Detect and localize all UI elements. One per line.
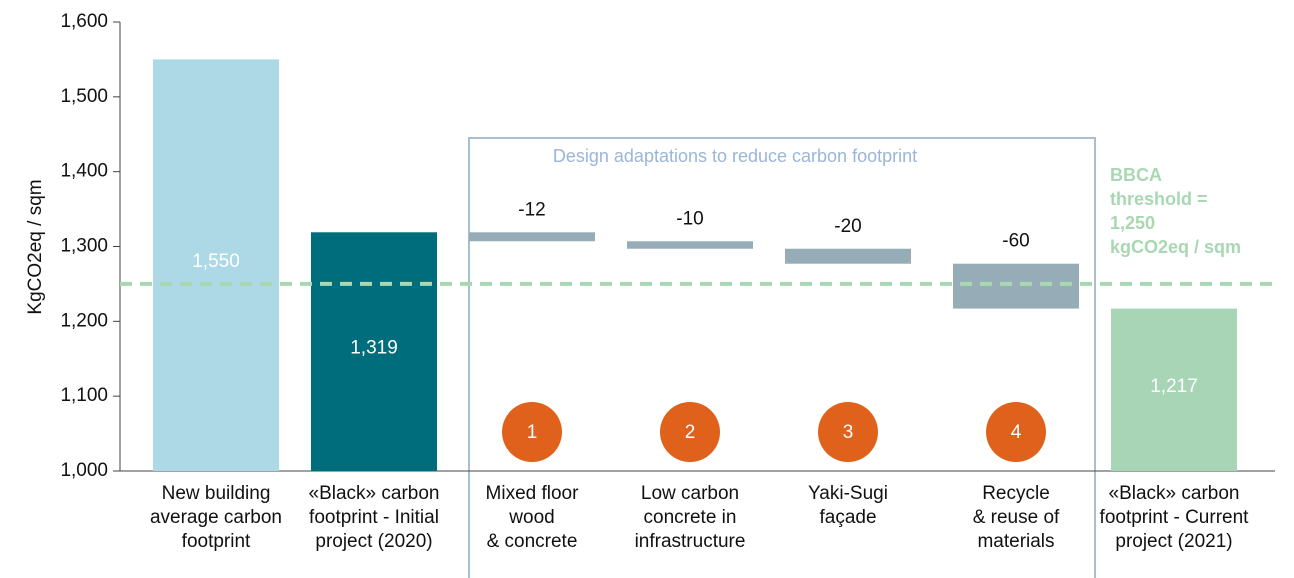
- bar: [627, 241, 753, 249]
- bar: [153, 59, 279, 472]
- threshold-label: BBCA threshold = 1,250 kgCO2eq / sqm: [1110, 165, 1242, 257]
- y-axis-label: KgCO2eq / sqm: [25, 179, 46, 314]
- x-tick-label: Recycle & reuse of materials: [972, 483, 1060, 552]
- data-label: 1,319: [350, 338, 398, 359]
- y-tick-label: 1,200: [60, 310, 108, 331]
- x-tick-label: Low carbon concrete in infrastructure: [634, 483, 746, 552]
- bar: [311, 232, 437, 471]
- badge-label: 4: [1011, 422, 1022, 443]
- x-tick-label: Mixed floor wood & concrete: [485, 483, 579, 552]
- badge-label: 3: [843, 422, 854, 443]
- y-tick-label: 1,000: [60, 460, 108, 481]
- badge-label: 2: [685, 422, 696, 443]
- y-tick-label: 1,600: [60, 11, 108, 32]
- bar: [785, 248, 911, 264]
- bar: [469, 232, 595, 242]
- badge: [660, 402, 720, 462]
- x-tick-label: New building average carbon footprint: [149, 483, 283, 552]
- data-label: 1,217: [1150, 376, 1198, 397]
- data-label: 1,550: [192, 251, 240, 272]
- x-tick-label: Yaki-Sugi façade: [808, 483, 888, 528]
- y-tick-label: 1,300: [60, 236, 108, 257]
- group-box: [468, 137, 1096, 578]
- bar: [1111, 308, 1237, 471]
- badge: [818, 402, 878, 462]
- y-tick-label: 1,400: [60, 161, 108, 182]
- data-label: -12: [518, 199, 545, 220]
- badge: [986, 402, 1046, 462]
- data-label: -20: [834, 216, 861, 237]
- data-label: -60: [1002, 231, 1029, 252]
- x-tick-label: «Black» carbon footprint - Initial proje…: [308, 483, 440, 552]
- y-tick-label: 1,500: [60, 86, 108, 107]
- y-tick-label: 1,100: [60, 385, 108, 406]
- badge: [502, 402, 562, 462]
- data-label: -10: [676, 208, 703, 229]
- bar: [953, 263, 1079, 309]
- x-tick-label: «Black» carbon footprint - Current proje…: [1099, 483, 1249, 552]
- group-box-label: Design adaptations to reduce carbon foot…: [553, 146, 917, 166]
- badge-label: 1: [527, 422, 538, 443]
